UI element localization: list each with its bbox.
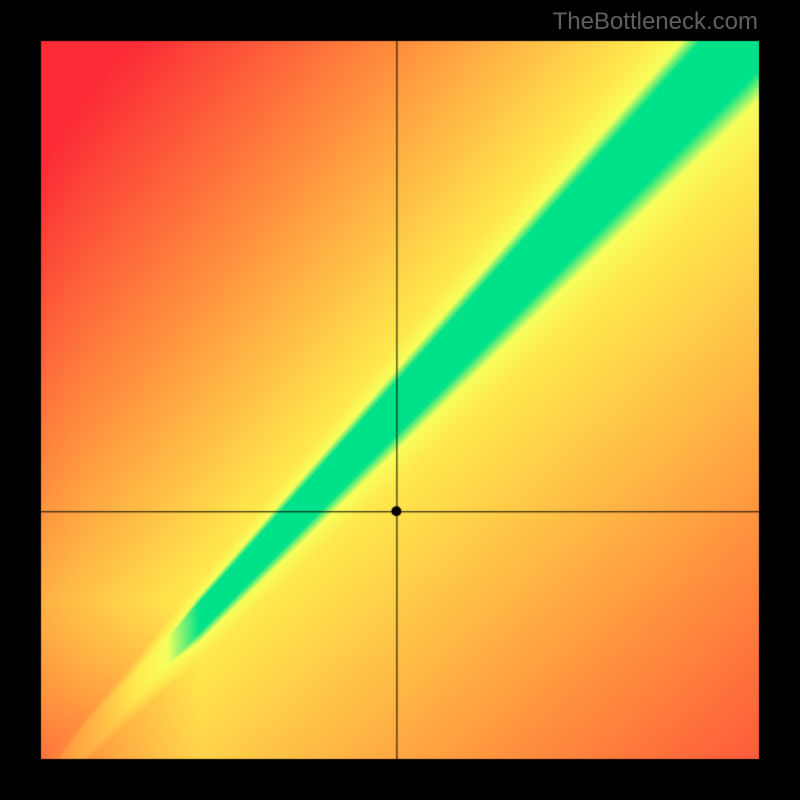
watermark-text: TheBottleneck.com bbox=[553, 8, 758, 36]
bottleneck-heatmap bbox=[0, 0, 800, 800]
chart-container: TheBottleneck.com bbox=[0, 0, 800, 800]
